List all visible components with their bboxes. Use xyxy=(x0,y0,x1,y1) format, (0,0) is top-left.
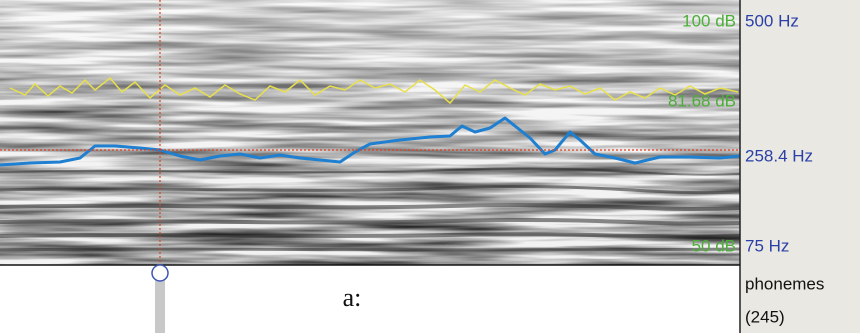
interval-label[interactable]: a: xyxy=(343,283,362,312)
boundary-handle[interactable] xyxy=(151,264,169,282)
right-panel xyxy=(740,0,860,333)
boundary-marker[interactable] xyxy=(155,280,165,333)
tier-count: (245) xyxy=(745,307,785,326)
db-cursor-label: 81.68 dB xyxy=(668,91,736,110)
tier-name: phonemes xyxy=(745,274,824,293)
hz-min-label: 75 Hz xyxy=(745,236,789,255)
spectrogram-fade xyxy=(0,0,740,265)
pitch-curve xyxy=(0,116,741,167)
hz-cursor-label: 258.4 Hz xyxy=(745,146,813,165)
spectrogram[interactable] xyxy=(0,0,741,265)
hz-max-label: 500 Hz xyxy=(745,11,799,30)
db-max-label: 100 dB xyxy=(682,11,736,30)
db-min-label: 50 dB xyxy=(692,236,736,255)
intensity-curve xyxy=(9,76,739,105)
